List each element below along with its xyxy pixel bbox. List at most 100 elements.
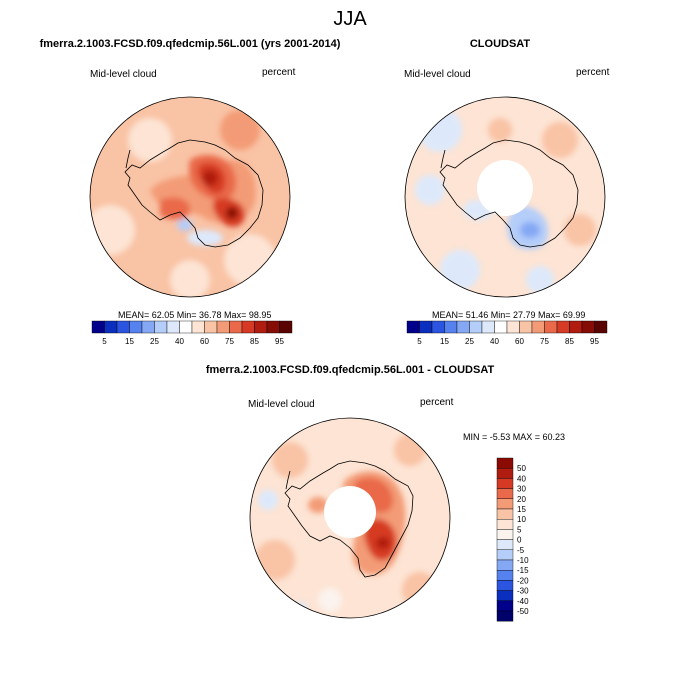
colorbar-swatch	[419, 320, 433, 334]
panel1-coastline	[124, 139, 264, 248]
panel2-units-label: percent	[576, 67, 610, 78]
colorbar-swatch	[216, 320, 230, 334]
colorbar-swatch	[496, 549, 514, 561]
colorbar-tick-label: 40	[490, 337, 499, 346]
panel1-title: fmerra.2.1003.FCSD.f09.qfedcmip.56L.001 …	[39, 38, 341, 50]
colorbar-tick-label: 15	[125, 337, 134, 346]
colorbar-tick-label: 5	[102, 337, 107, 346]
panel3-coastline	[284, 460, 414, 578]
colorbar-tick-label: 5	[417, 337, 422, 346]
panel1-colorbar: 5 15 25 40 60 75 85 95	[91, 320, 293, 346]
panel3-stats: MIN = -5.53 MAX = 60.23	[463, 432, 566, 442]
colorbar-swatch	[141, 320, 155, 334]
panel1-map	[89, 96, 291, 298]
colorbar-tick-label: 0	[517, 536, 522, 545]
colorbar-swatch	[496, 457, 514, 469]
panel1-map-border	[89, 96, 291, 298]
colorbar-tick-label: 25	[150, 337, 159, 346]
colorbar-tick-label: 15	[517, 505, 526, 514]
colorbar-swatch	[254, 320, 268, 334]
colorbar-tick-label: 60	[515, 337, 524, 346]
panel3-missing-data-hole	[324, 486, 376, 538]
colorbar-tick-label: 5	[517, 525, 522, 534]
colorbar-swatch	[569, 320, 583, 334]
panel2-coastline	[439, 139, 579, 248]
colorbar-tick-label: 40	[175, 337, 184, 346]
panel3-map	[249, 417, 451, 619]
colorbar-swatch	[129, 320, 143, 334]
colorbar-swatch	[506, 320, 520, 334]
colorbar-swatch	[104, 320, 118, 334]
main-title: JJA	[333, 8, 367, 30]
colorbar-swatch	[496, 600, 514, 612]
panel2-map	[404, 96, 606, 298]
colorbar-tick-label: 85	[250, 337, 259, 346]
panel3-variable-label: Mid-level cloud	[248, 399, 315, 410]
panel3-title: fmerra.2.1003.FCSD.f09.qfedcmip.56L.001 …	[205, 364, 495, 376]
colorbar-swatch	[179, 320, 193, 334]
colorbar-swatch	[496, 488, 514, 500]
panel1-contour-fill	[90, 110, 276, 297]
colorbar-swatch	[496, 508, 514, 520]
colorbar-tick-label: 95	[590, 337, 599, 346]
panel2-title: CLOUDSAT	[469, 38, 531, 50]
panel3-units-label: percent	[420, 397, 454, 408]
colorbar-tick-label: -40	[517, 597, 529, 606]
colorbar-swatch	[279, 320, 293, 334]
panel1-stats: MEAN= 62.05 Min= 36.78 Max= 98.95	[118, 310, 272, 320]
panel2-map-border	[404, 96, 606, 298]
colorbar-swatch	[496, 590, 514, 601]
panel2-missing-data-hole	[477, 160, 533, 216]
panel1-variable-label: Mid-level cloud	[90, 69, 157, 80]
colorbar-tick-label: 40	[517, 474, 526, 483]
colorbar-tick-label: 60	[200, 337, 209, 346]
panel2-colorbar: 5 15 25 40 60 75 85 95	[406, 320, 608, 346]
colorbar-swatch	[191, 320, 205, 334]
colorbar-swatch	[431, 320, 445, 334]
colorbar-tick-label: 20	[517, 495, 526, 504]
colorbar-swatch	[496, 559, 514, 571]
colorbar-swatch	[91, 320, 105, 334]
colorbar-swatch	[496, 529, 514, 540]
colorbar-swatch	[496, 580, 514, 591]
colorbar-swatch	[204, 320, 218, 334]
colorbar-swatch	[496, 478, 514, 489]
colorbar-swatch	[496, 468, 514, 479]
colorbar-swatch	[581, 320, 595, 334]
colorbar-tick-label: 95	[275, 337, 284, 346]
colorbar-swatch	[544, 320, 558, 334]
colorbar-swatch	[519, 320, 533, 334]
colorbar-swatch	[496, 539, 514, 550]
colorbar-swatch	[556, 320, 570, 334]
colorbar-tick-label: 85	[565, 337, 574, 346]
colorbar-swatch	[444, 320, 458, 334]
colorbar-swatch	[481, 320, 495, 334]
colorbar-tick-label: 10	[517, 515, 526, 524]
colorbar-swatch	[154, 320, 168, 334]
colorbar-tick-label: -20	[517, 576, 529, 585]
colorbar-swatch	[531, 320, 545, 334]
colorbar-swatch	[229, 320, 243, 334]
panel2-variable-label: Mid-level cloud	[404, 69, 471, 80]
colorbar-swatch	[116, 320, 130, 334]
colorbar-swatch	[496, 519, 514, 530]
colorbar-tick-label: -15	[517, 566, 529, 575]
colorbar-swatch	[496, 498, 514, 510]
colorbar-swatch	[469, 320, 483, 334]
colorbar-swatch	[496, 570, 514, 581]
colorbar-tick-label: 25	[465, 337, 474, 346]
colorbar-swatch	[166, 320, 180, 334]
colorbar-swatch	[496, 610, 514, 622]
colorbar-swatch	[406, 320, 420, 334]
colorbar-swatch	[494, 320, 508, 334]
panel1-units-label: percent	[262, 67, 296, 78]
panel2-stats: MEAN= 51.46 Min= 27.79 Max= 69.99	[432, 310, 586, 320]
colorbar-tick-label: 75	[540, 337, 549, 346]
colorbar-tick-label: -5	[517, 546, 525, 555]
panel3-map-border	[249, 417, 451, 619]
colorbar-swatch	[456, 320, 470, 334]
colorbar-tick-label: 50	[517, 464, 526, 473]
colorbar-swatch	[266, 320, 280, 334]
